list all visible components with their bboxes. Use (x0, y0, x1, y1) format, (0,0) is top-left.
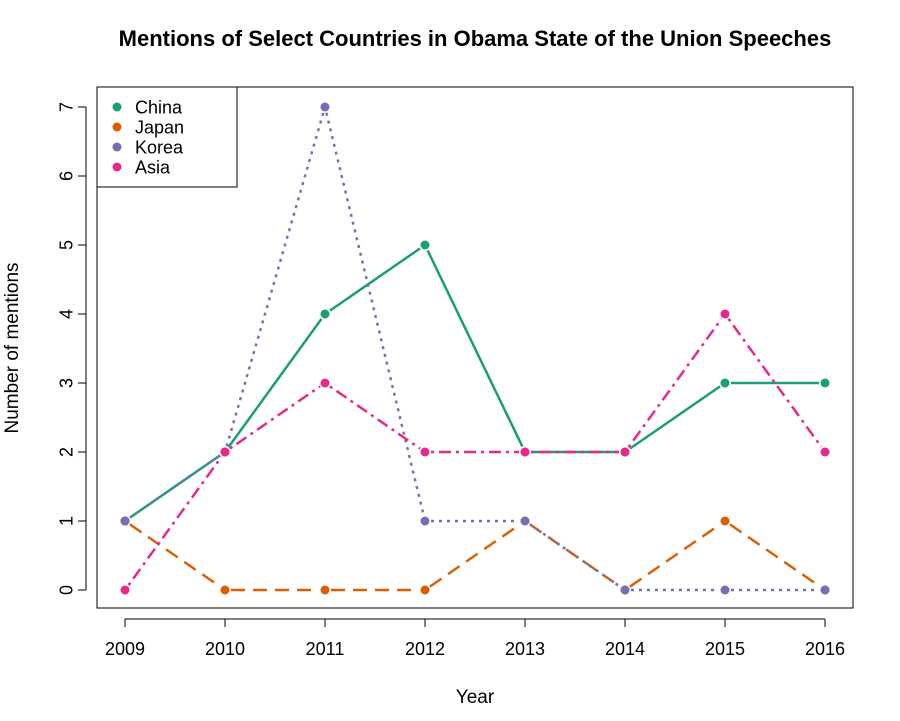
data-point (420, 447, 430, 457)
series-segment (429, 523, 521, 588)
data-point (620, 585, 630, 595)
series-korea (120, 102, 830, 595)
y-tick-label: 1 (56, 516, 76, 526)
data-point (820, 447, 830, 457)
series-segment (426, 249, 524, 448)
x-tick-label: 2010 (205, 639, 245, 659)
y-tick-label: 0 (56, 585, 76, 595)
x-tick-label: 2014 (605, 639, 645, 659)
series-segment (227, 318, 323, 448)
x-axis-label: Year (456, 687, 495, 708)
series-segment (629, 523, 721, 588)
legend-marker (112, 162, 122, 172)
series-segment (229, 385, 321, 450)
data-point (320, 378, 330, 388)
legend-item-china: China (112, 97, 183, 117)
y-axis: 0 1 2 3 4 5 6 7 (56, 102, 87, 595)
series-segment (329, 247, 421, 312)
data-point (320, 102, 330, 112)
series-segment (129, 523, 221, 588)
series-china (120, 240, 830, 526)
data-point (220, 447, 230, 457)
data-point (720, 585, 730, 595)
data-point (820, 585, 830, 595)
data-point (720, 378, 730, 388)
y-axis-label: Number of mentions (2, 262, 23, 433)
series-japan (120, 516, 830, 595)
series-segment (529, 523, 621, 588)
y-tick-label: 6 (56, 171, 76, 181)
series-segment (729, 523, 821, 588)
x-tick-label: 2012 (405, 639, 445, 659)
series-asia (120, 309, 830, 595)
series-segment (325, 112, 425, 516)
data-point (220, 585, 230, 595)
data-point (520, 447, 530, 457)
data-point (720, 309, 730, 319)
data-point (120, 585, 130, 595)
data-point (320, 309, 330, 319)
data-point (420, 240, 430, 250)
series-segment (129, 454, 221, 519)
y-tick-label: 7 (56, 102, 76, 112)
legend-item-korea: Korea (112, 137, 184, 157)
y-tick-label: 4 (56, 309, 76, 319)
series-segment (529, 523, 621, 588)
data-point (820, 378, 830, 388)
legend-label: China (135, 97, 183, 117)
y-tick-label: 2 (56, 447, 76, 457)
data-point (420, 516, 430, 526)
legend-label: Korea (135, 137, 184, 157)
legend-box (96, 86, 238, 188)
series-segment (629, 385, 721, 450)
data-point (320, 585, 330, 595)
y-tick-label: 3 (56, 378, 76, 388)
series-segment (627, 318, 723, 448)
legend-label: Asia (135, 157, 171, 177)
x-tick-label: 2009 (105, 639, 145, 659)
series-segment (329, 385, 421, 450)
data-point (420, 585, 430, 595)
legend-label: Japan (135, 117, 184, 137)
data-point (620, 447, 630, 457)
legend-marker (112, 102, 122, 112)
data-point (120, 516, 130, 526)
series-layer (120, 102, 830, 595)
legend-marker (112, 142, 122, 152)
data-point (720, 516, 730, 526)
x-tick-label: 2015 (705, 639, 745, 659)
y-tick-label: 5 (56, 240, 76, 250)
chart-title: Mentions of Select Countries in Obama St… (119, 26, 832, 51)
x-axis: 2009 2010 2011 2012 2013 2014 2015 2016 (105, 618, 845, 659)
plot-frame (96, 86, 854, 609)
series-segment (127, 456, 223, 586)
data-point (520, 516, 530, 526)
series-segment (225, 112, 325, 447)
x-tick-label: 2013 (505, 639, 545, 659)
series-segment (727, 318, 823, 448)
legend-item-japan: Japan (112, 117, 184, 137)
x-tick-label: 2011 (306, 639, 345, 659)
legend-item-asia: Asia (112, 157, 171, 177)
legend-marker (112, 122, 122, 132)
x-tick-label: 2016 (805, 639, 845, 659)
